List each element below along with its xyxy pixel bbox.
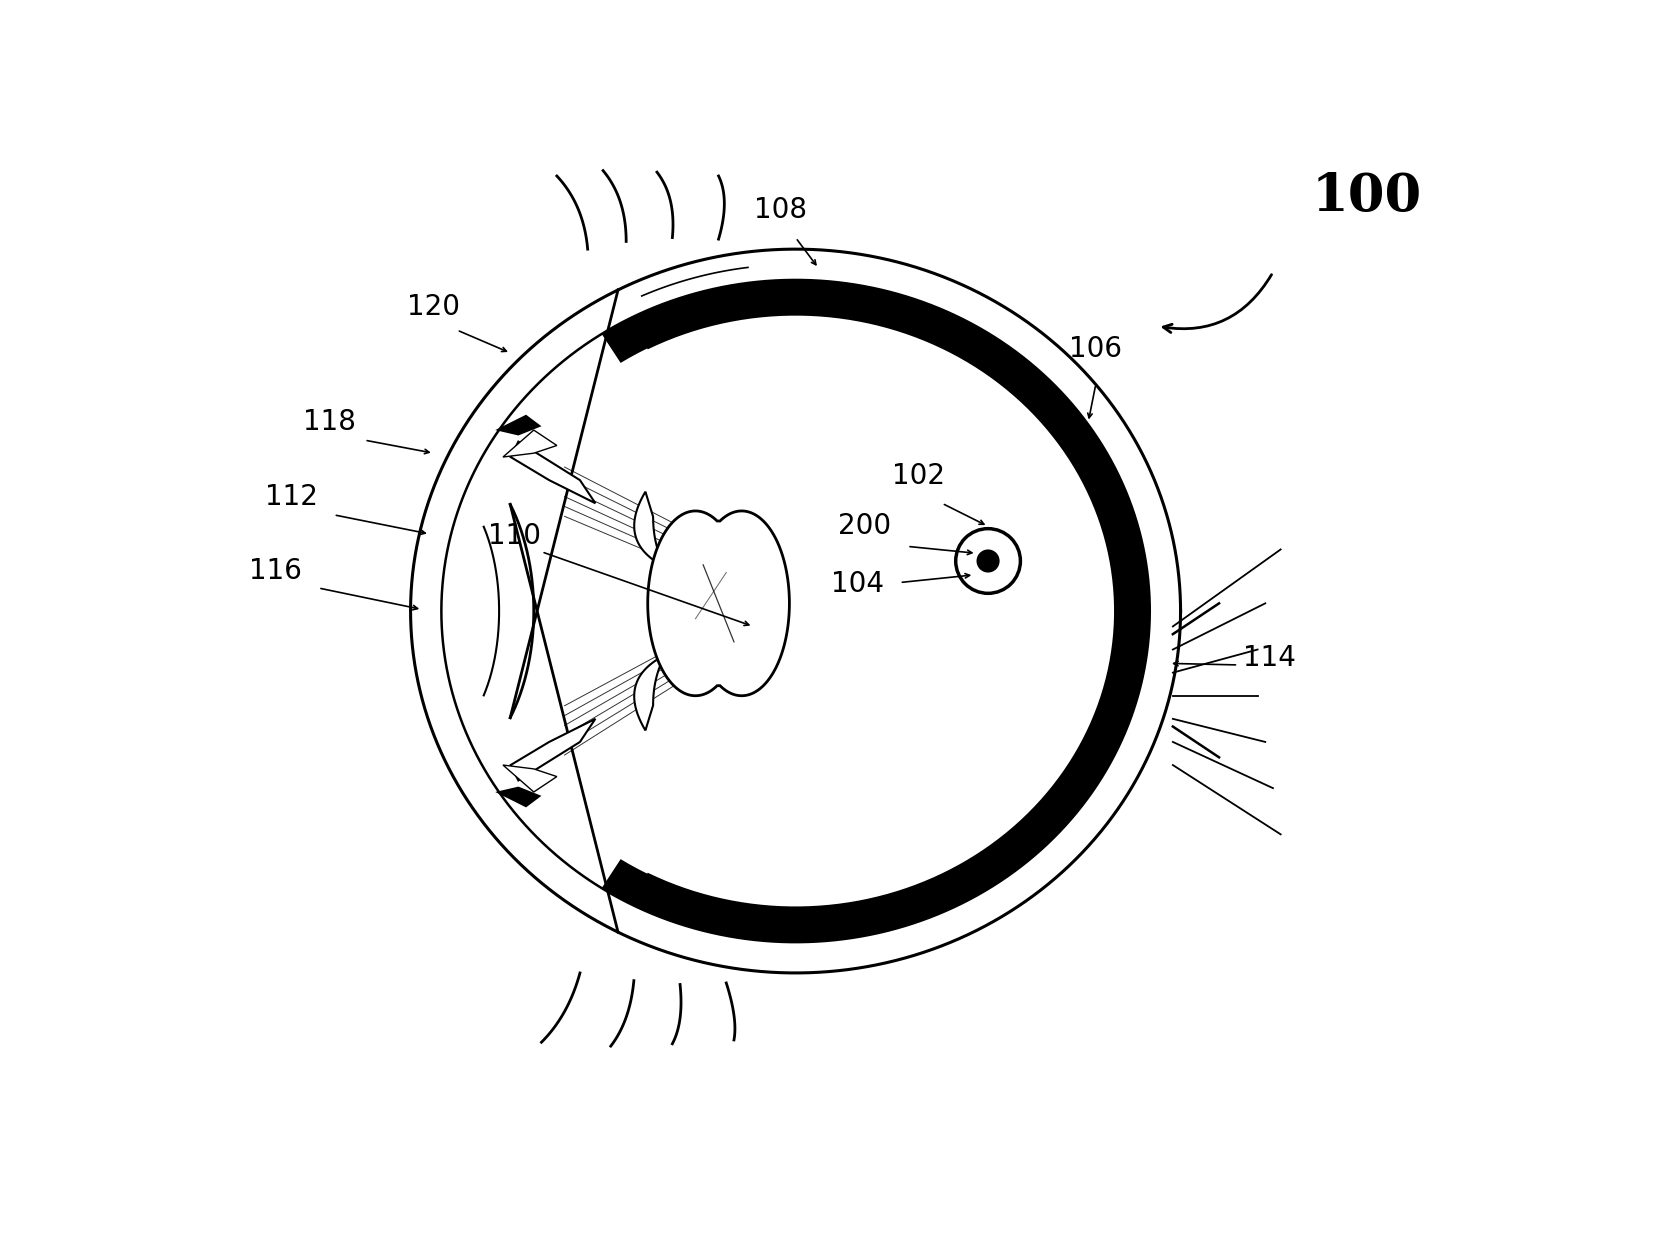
Polygon shape xyxy=(511,442,596,503)
Text: 104: 104 xyxy=(830,570,884,597)
Text: 102: 102 xyxy=(892,462,945,491)
Text: 120: 120 xyxy=(408,293,459,320)
Text: 112: 112 xyxy=(265,483,318,510)
Polygon shape xyxy=(634,492,696,599)
Circle shape xyxy=(975,549,998,573)
Text: 200: 200 xyxy=(837,512,890,540)
Polygon shape xyxy=(647,510,789,696)
Polygon shape xyxy=(634,623,696,730)
Polygon shape xyxy=(601,303,677,363)
Polygon shape xyxy=(503,765,556,792)
Polygon shape xyxy=(494,415,541,436)
Text: 116: 116 xyxy=(250,556,303,585)
Text: 108: 108 xyxy=(754,196,805,225)
Polygon shape xyxy=(511,719,596,780)
Polygon shape xyxy=(632,279,1150,943)
Polygon shape xyxy=(601,859,677,919)
Text: 114: 114 xyxy=(1241,645,1295,672)
Text: 106: 106 xyxy=(1068,335,1122,363)
Circle shape xyxy=(955,529,1020,594)
Text: 100: 100 xyxy=(1311,170,1421,221)
Polygon shape xyxy=(503,430,556,457)
Text: 110: 110 xyxy=(488,522,541,550)
Text: 118: 118 xyxy=(303,409,356,436)
Polygon shape xyxy=(494,786,541,807)
